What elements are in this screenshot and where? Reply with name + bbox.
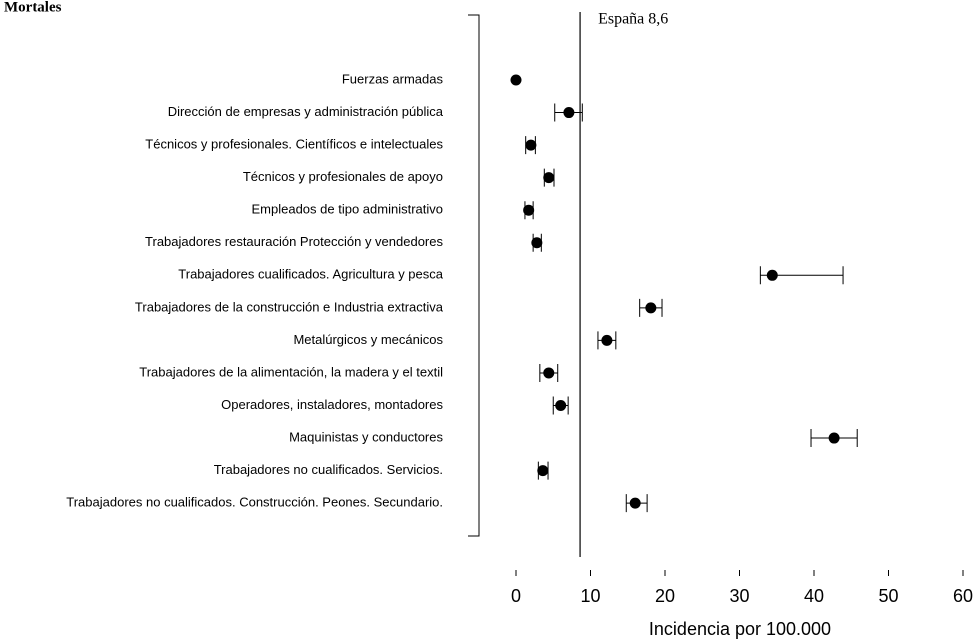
category-label: Maquinistas y conductores (289, 429, 443, 444)
category-label: Trabajadores cualificados. Agricultura y… (178, 267, 443, 282)
x-tick-label: 30 (729, 586, 749, 606)
dot (645, 302, 657, 314)
dot (601, 334, 613, 346)
dot (543, 367, 555, 379)
dot (828, 432, 840, 444)
dot (563, 107, 575, 119)
category-label: Trabajadores restauración Protección y v… (145, 234, 443, 249)
reference-label: España 8,6 (598, 11, 668, 28)
x-tick-label: 20 (655, 586, 675, 606)
category-label: Dirección de empresas y administración p… (168, 104, 444, 119)
x-tick-label: 50 (878, 586, 898, 606)
category-label: Empleados de tipo administrativo (252, 202, 444, 217)
category-label: Fuerzas armadas (342, 71, 444, 86)
x-tick-label: 60 (953, 586, 973, 606)
dot (629, 497, 641, 509)
category-label: Técnicos y profesionales. Científicos e … (145, 137, 443, 152)
category-label: Trabajadores de la construcción e Indust… (135, 299, 444, 314)
dot (531, 237, 543, 249)
dot (543, 172, 555, 184)
category-label: Trabajadores no cualificados. Construcci… (66, 495, 443, 510)
chart-title: Mortales (4, 0, 62, 15)
category-label: Trabajadores no cualificados. Servicios. (214, 462, 443, 477)
dot (523, 204, 535, 216)
x-axis-label: Incidencia por 100.000 (649, 619, 831, 639)
dot (525, 139, 537, 151)
category-label: Técnicos y profesionales de apoyo (243, 169, 443, 184)
x-tick-label: 0 (511, 586, 521, 606)
dot (510, 74, 522, 86)
dot (766, 269, 778, 281)
category-label: Trabajadores de la alimentación, la made… (139, 364, 443, 379)
bracket (468, 14, 480, 537)
dot (555, 400, 567, 411)
category-label: Metalúrgicos y mecánicos (293, 332, 443, 347)
x-tick-label: 10 (580, 586, 600, 606)
x-tick-label: 40 (804, 586, 824, 606)
category-label: Operadores, instaladores, montadores (221, 397, 443, 412)
dot (537, 465, 549, 477)
